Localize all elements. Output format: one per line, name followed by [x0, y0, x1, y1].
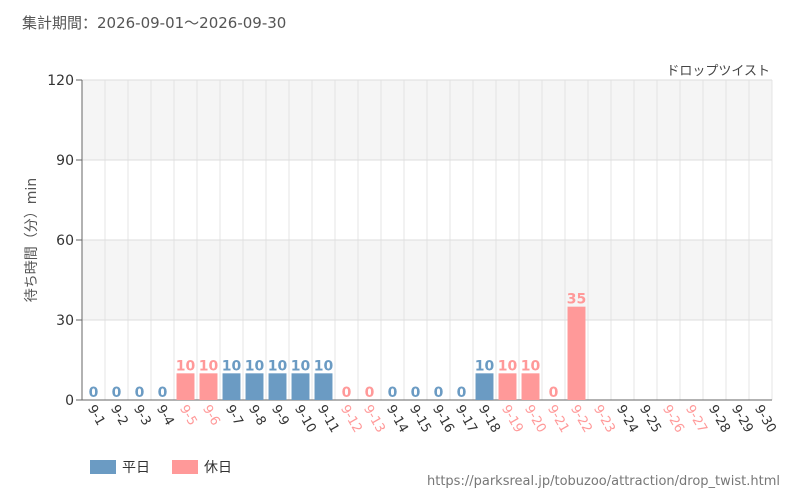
- x-tick-label-9-11: 9-11: [314, 403, 342, 436]
- bar-value-label-9-7: 10: [222, 358, 242, 374]
- x-tick-label-9-20: 9-20: [521, 403, 549, 436]
- legend-label-weekday: 平日: [122, 460, 150, 476]
- bar-value-label-9-16: 0: [434, 385, 444, 401]
- bar-value-label-9-8: 10: [245, 358, 265, 374]
- legend-item-holiday: 休日: [172, 457, 232, 477]
- bar-9-11: [314, 373, 333, 400]
- bar-9-22: [567, 306, 586, 400]
- x-tick-label-9-19: 9-19: [498, 403, 526, 436]
- bar-value-label-9-19: 10: [498, 358, 518, 374]
- bar-value-label-9-15: 0: [411, 385, 421, 401]
- bar-value-label-9-4: 0: [158, 385, 168, 401]
- x-tick-label-9-18: 9-18: [475, 403, 503, 436]
- bar-value-label-9-3: 0: [135, 385, 145, 401]
- x-tick-label-9-4: 9-4: [153, 403, 177, 429]
- bar-value-label-9-10: 10: [291, 358, 311, 374]
- bar-value-label-9-17: 0: [457, 385, 467, 401]
- bar-value-label-9-21: 0: [549, 385, 559, 401]
- x-tick-label-9-27: 9-27: [682, 403, 710, 436]
- bar-9-9: [268, 373, 287, 400]
- legend-item-weekday: 平日: [90, 457, 150, 477]
- bar-value-label-9-1: 0: [89, 385, 99, 401]
- period-label: 集計期間：2026-09-01～2026-09-30: [22, 14, 287, 32]
- bar-9-5: [176, 373, 195, 400]
- bar-9-7: [222, 373, 241, 400]
- legend: 平日 休日: [90, 457, 254, 477]
- y-tick-label: 120: [47, 73, 74, 89]
- bar-value-label-9-2: 0: [112, 385, 122, 401]
- bar-value-label-9-22: 35: [567, 292, 586, 308]
- bar-value-label-9-5: 10: [176, 358, 196, 374]
- x-tick-label-9-29: 9-29: [728, 403, 756, 436]
- x-tick-label-9-6: 9-6: [199, 403, 223, 429]
- x-tick-label-9-28: 9-28: [705, 403, 733, 436]
- x-tick-label-9-9: 9-9: [268, 403, 292, 429]
- bar-9-8: [245, 373, 264, 400]
- x-tick-label-9-12: 9-12: [337, 403, 365, 436]
- x-tick-label-9-22: 9-22: [567, 403, 595, 436]
- x-tick-label-9-17: 9-17: [452, 403, 480, 436]
- x-tick-label-9-15: 9-15: [406, 403, 434, 436]
- y-tick-label: 60: [56, 233, 74, 249]
- bar-9-10: [291, 373, 310, 400]
- x-tick-label-9-13: 9-13: [360, 403, 388, 436]
- legend-label-holiday: 休日: [204, 460, 232, 476]
- bar-9-19: [498, 373, 517, 400]
- bar-value-label-9-9: 10: [268, 358, 288, 374]
- bar-value-label-9-20: 10: [521, 358, 541, 374]
- x-tick-label-9-21: 9-21: [544, 403, 572, 436]
- y-axis-label: 待ち時間（分）min: [24, 178, 40, 302]
- bar-9-18: [475, 373, 494, 400]
- attraction-name: ドロップツイスト: [666, 64, 770, 79]
- x-tick-label-9-8: 9-8: [245, 403, 269, 429]
- y-tick-label: 90: [56, 153, 74, 169]
- bar-9-20: [521, 373, 540, 400]
- legend-swatch-weekday: [90, 460, 116, 474]
- bar-value-label-9-12: 0: [342, 385, 352, 401]
- legend-swatch-holiday: [172, 460, 198, 474]
- x-tick-label-9-26: 9-26: [659, 403, 687, 436]
- wait-time-chart: 0306090120待ち時間（分）min09-109-209-309-4109-…: [24, 73, 779, 436]
- x-tick-label-9-1: 9-1: [84, 403, 108, 429]
- bar-value-label-9-18: 10: [475, 358, 495, 374]
- x-tick-label-9-7: 9-7: [222, 403, 246, 429]
- x-tick-label-9-16: 9-16: [429, 403, 457, 436]
- bar-value-label-9-13: 0: [365, 385, 375, 401]
- bar-value-label-9-14: 0: [388, 385, 398, 401]
- x-tick-label-9-10: 9-10: [291, 403, 319, 436]
- bar-value-label-9-6: 10: [199, 358, 219, 374]
- x-tick-label-9-2: 9-2: [107, 403, 131, 429]
- bar-9-6: [199, 373, 218, 400]
- x-tick-label-9-5: 9-5: [176, 403, 200, 429]
- x-tick-label-9-23: 9-23: [590, 403, 618, 436]
- x-tick-label-9-24: 9-24: [613, 403, 641, 436]
- x-tick-label-9-3: 9-3: [130, 403, 154, 429]
- x-tick-label-9-25: 9-25: [636, 403, 664, 436]
- bar-value-label-9-11: 10: [314, 358, 334, 374]
- source-url: https://parksreal.jp/tobuzoo/attraction/…: [427, 474, 780, 489]
- x-tick-label-9-14: 9-14: [383, 403, 411, 436]
- y-tick-label: 0: [65, 393, 74, 409]
- y-tick-label: 30: [56, 313, 74, 329]
- x-tick-label-9-30: 9-30: [751, 403, 779, 436]
